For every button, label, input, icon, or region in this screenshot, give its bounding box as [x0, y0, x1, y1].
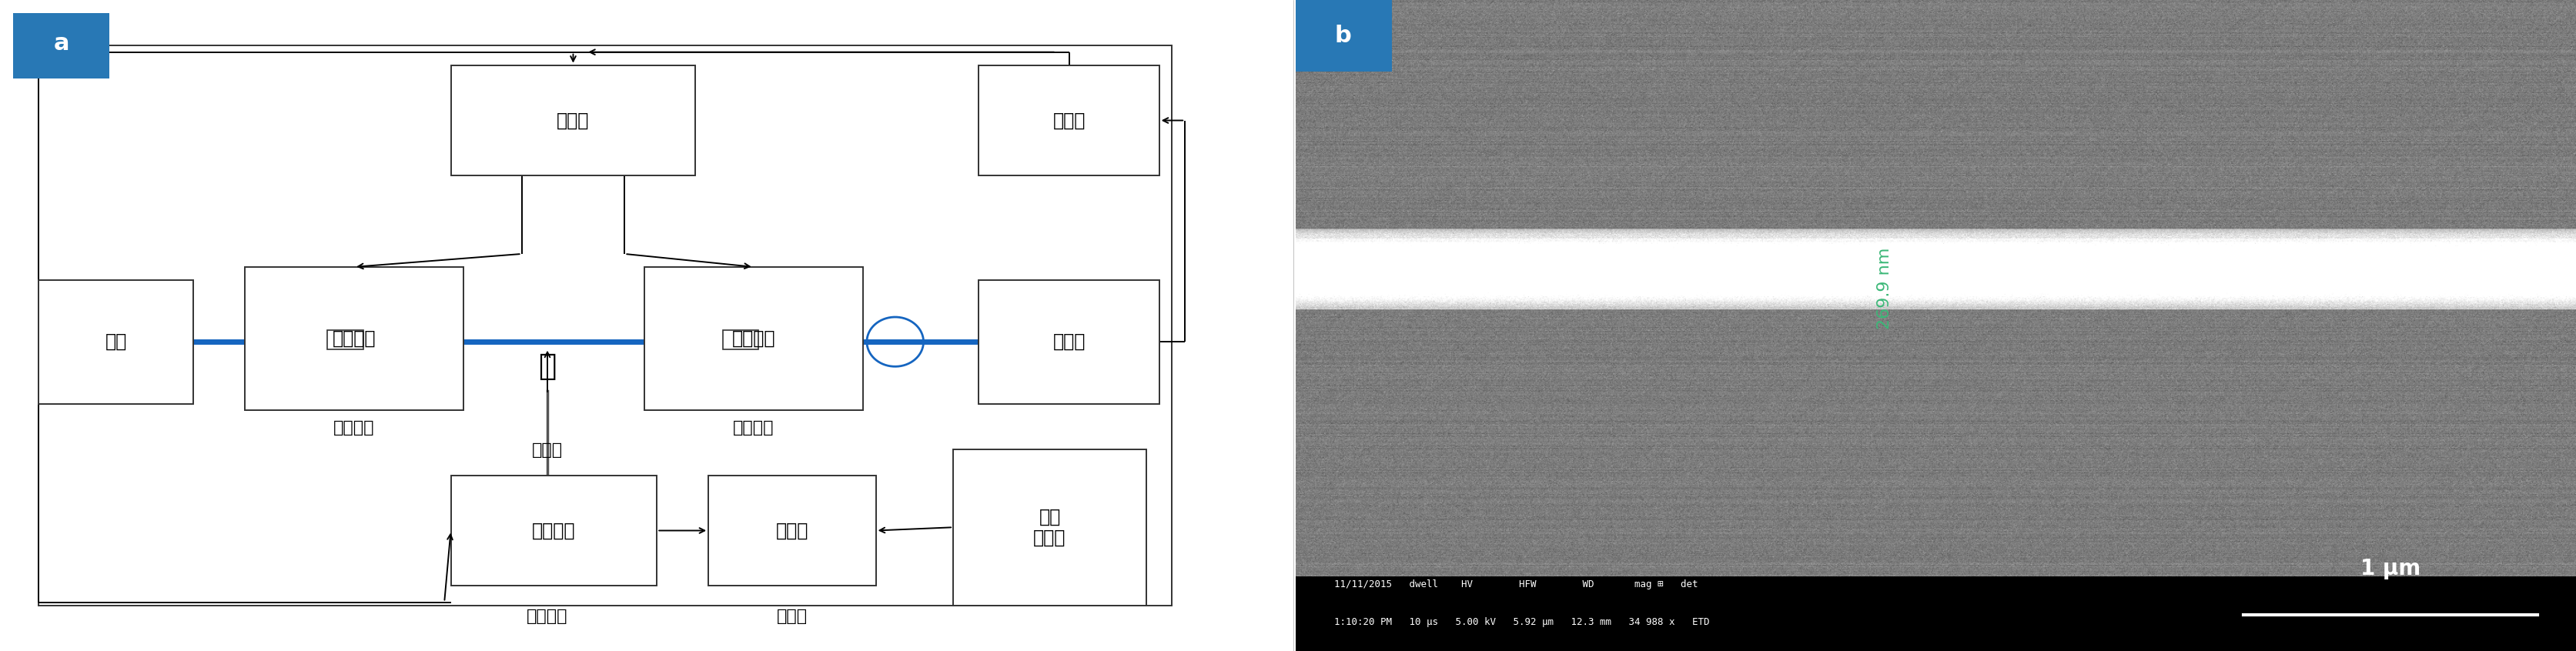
Text: 流量计: 流量计: [778, 609, 806, 624]
Text: 光纤夹具: 光纤夹具: [332, 329, 376, 348]
Text: 氢气
发生器: 氢气 发生器: [1033, 507, 1066, 547]
Bar: [979, 65, 1159, 176]
Bar: [1296, 576, 2576, 651]
Bar: [953, 449, 1146, 605]
Text: 步进电机: 步进电机: [533, 521, 574, 540]
Bar: [451, 65, 696, 176]
Text: 控制器: 控制器: [556, 111, 590, 130]
Text: 1 μm: 1 μm: [2360, 558, 2421, 579]
Bar: [708, 475, 876, 586]
Bar: [245, 267, 464, 410]
Bar: [39, 46, 1172, 605]
Text: 11/11/2015   dwell    HV        HFW        WD       mag ⊞   det: 11/11/2015 dwell HV HFW WD mag ⊞ det: [1334, 579, 1698, 589]
Text: 功率计: 功率计: [1054, 333, 1084, 351]
Text: a: a: [54, 33, 70, 55]
Text: b: b: [1334, 25, 1352, 47]
Bar: [721, 330, 757, 350]
Text: 步进电机: 步进电机: [528, 609, 567, 624]
Text: 流量计: 流量计: [775, 521, 809, 540]
Bar: [451, 475, 657, 586]
Bar: [39, 280, 193, 404]
Bar: [1296, 0, 1391, 72]
Text: 计算机: 计算机: [1054, 111, 1084, 130]
Bar: [327, 330, 363, 350]
Text: 269.9 nm: 269.9 nm: [1878, 247, 1893, 329]
Bar: [644, 267, 863, 410]
Bar: [13, 13, 108, 78]
Text: 1:10:20 PM   10 μs   5.00 kV   5.92 μm   12.3 mm   34 988 x   ETD: 1:10:20 PM 10 μs 5.00 kV 5.92 μm 12.3 mm…: [1334, 617, 1710, 628]
Text: 光纤夹具: 光纤夹具: [732, 329, 775, 348]
Text: 🔥: 🔥: [538, 352, 556, 381]
Text: 加热器: 加热器: [533, 443, 562, 458]
Text: 光源: 光源: [106, 333, 126, 351]
Text: 步进电机: 步进电机: [335, 420, 374, 436]
Bar: [979, 280, 1159, 404]
Text: 步进电机: 步进电机: [734, 420, 773, 436]
